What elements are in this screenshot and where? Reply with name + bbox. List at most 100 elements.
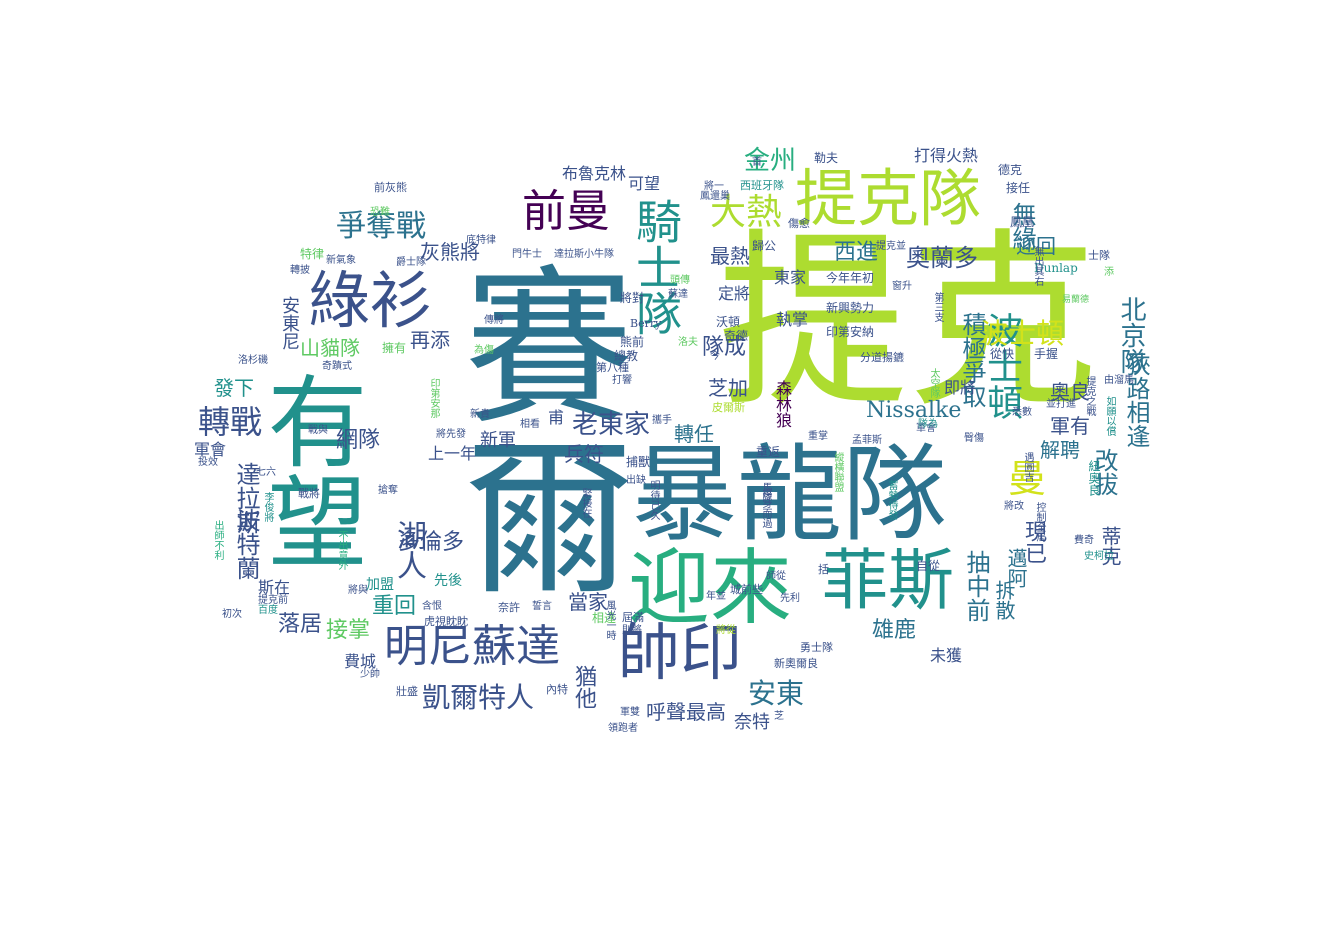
word-cloud-word: 將對 [620,291,645,305]
word-cloud-word: 曼 [1008,457,1047,501]
word-cloud-word: 布魯克林 [562,164,627,183]
word-cloud-word: 悉數 [1012,407,1032,418]
word-cloud-word: 費城 [344,652,377,671]
word-cloud-word: 改拔 [1090,448,1118,496]
word-cloud-word: 將一 [704,181,724,192]
word-cloud-word: 即將 [944,378,977,397]
word-cloud-word: 迎回 [1016,234,1056,258]
word-cloud-word: 德克 [998,163,1023,177]
word-cloud-word: 擦身而過 [760,488,771,528]
word-cloud-word: 師從 [766,571,786,582]
word-cloud-word: 為傷 [474,345,494,356]
word-cloud-word: 紐奧良 [1087,460,1101,496]
word-cloud-word: 奇蹟式 [322,361,352,372]
word-cloud-word: 並打進 [1046,399,1076,410]
word-cloud-word: 蒂克 [1098,526,1122,566]
word-cloud-word: 重掌 [808,431,828,442]
word-cloud-word: 前灰熊 [374,181,407,194]
word-cloud-word: 安東 [748,677,805,710]
word-cloud-word: 達拉斯 [232,462,260,534]
word-cloud-word: 當家 [568,590,608,614]
word-cloud-word: 先後 [434,573,462,589]
word-cloud-word: 熊前 [620,335,645,349]
word-cloud-word: 印第安納 [826,325,875,339]
word-cloud-word: 爭奪戰 [336,209,426,244]
word-cloud-word: 孟菲斯 [852,435,882,446]
word-cloud-word: 總教 [614,349,639,363]
word-cloud-word: 菲斯 [822,542,954,619]
word-cloud-word: 壯盛 [396,685,418,698]
word-cloud-word: 波特蘭 [232,508,260,580]
word-cloud-word: 則將 [622,625,642,636]
word-cloud-word: 新軍 [480,430,516,451]
word-cloud-word: 奇德 [724,329,749,343]
word-cloud-word: 加盟 [366,577,394,593]
word-cloud-word: 百度 [258,605,278,616]
word-cloud-word: 蘇達 [668,289,688,300]
word-cloud-word: 將與 [348,585,368,596]
word-cloud-word: 騎士隊 [629,198,683,336]
word-cloud-word: 年並 [706,591,726,602]
word-cloud-word: 費奇 [1074,535,1094,546]
word-cloud-word: 鳳凰 [1010,215,1035,229]
word-cloud-word: 恐難 [370,207,390,218]
word-cloud-word: 狹路相逢 [1122,352,1150,448]
word-cloud-word: 迎來 [628,541,793,636]
word-cloud-word: 出師不利 [212,520,223,560]
word-cloud-word: 少帥 [360,669,380,680]
word-cloud-word: 初次 [222,609,242,620]
word-cloud-word: 攜手 [652,415,672,426]
word-cloud-word: 傳將 [484,315,504,326]
word-cloud-word: 賽爾 [434,258,632,598]
word-cloud-word: 西班牙隊 [740,179,784,192]
word-cloud-word: 拆散 [992,580,1016,620]
word-cloud-word: 易蘭德 [1062,295,1090,305]
word-cloud-word: 新奧爾良 [774,657,818,670]
word-cloud-word: 印第安那 [428,378,439,418]
word-cloud-word: 森林狼 [773,380,792,428]
word-cloud-word: 風光一時 [604,600,615,640]
word-cloud-word: 轉戰 [198,403,263,441]
word-cloud-word: 史柯拉 [1084,551,1114,562]
word-cloud-word: 屆滿 [622,611,644,624]
word-cloud-word: 含恨 [422,601,442,612]
word-cloud-word: 雄鹿 [872,618,917,643]
word-cloud-word: 奈許 [498,601,520,614]
word-cloud-word: 洛夫 [678,337,698,348]
word-cloud-word: 傷愈 [788,217,810,230]
word-cloud-word: 提克之戰 [1084,376,1095,416]
word-cloud-word: 大熱 [710,192,783,233]
word-cloud-word: 隊成 [702,335,747,360]
word-cloud-word: 相看 [520,419,540,430]
word-cloud-word: 李俊將 [262,492,273,522]
word-cloud-word: 將從 [716,625,736,636]
word-cloud-word: 芝 [774,711,784,722]
word-cloud-word: 轉披 [290,265,310,276]
word-cloud-word: 網隊 [336,428,381,453]
word-cloud-word: 綠衫 [308,264,433,337]
word-cloud-word: 重返 [756,445,781,459]
word-cloud-word: 接掌 [326,618,371,643]
word-cloud-word: 老東家 [572,410,651,440]
word-cloud-word: 不出意外 [336,530,347,570]
word-cloud-word: 皮爾斯 [712,401,745,414]
word-cloud-word: 第八種 [596,361,629,374]
word-cloud-word: 接任 [1006,181,1031,195]
word-cloud-word: 遇圓吉 [1022,452,1033,482]
word-cloud-word: 帥印 [618,616,743,689]
word-cloud-word: 如願以償 [1104,396,1115,436]
word-cloud-word: 城前些 [730,583,763,596]
word-cloud-word: 最熱 [710,244,750,268]
word-cloud-word: 灰熊將 [420,240,480,264]
word-cloud-word: 定將 [718,284,751,303]
word-cloud-word: 爵士隊 [396,257,426,268]
word-cloud-word: 蓄勢待發 [886,480,897,520]
word-cloud-word: 上一年 [428,444,477,463]
word-cloud-word: 發下 [214,376,254,400]
word-cloud-word: 解聘 [1040,438,1080,462]
word-cloud-word: 有望 [250,370,367,570]
word-cloud-word: 第三支 [932,292,943,322]
word-cloud-word: 首 [752,157,762,168]
word-cloud-word: 打響 [612,375,632,386]
